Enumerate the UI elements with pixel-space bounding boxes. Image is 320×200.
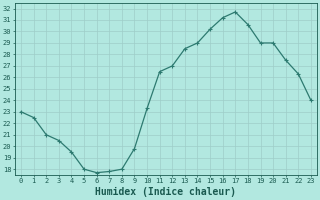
X-axis label: Humidex (Indice chaleur): Humidex (Indice chaleur)	[95, 187, 236, 197]
